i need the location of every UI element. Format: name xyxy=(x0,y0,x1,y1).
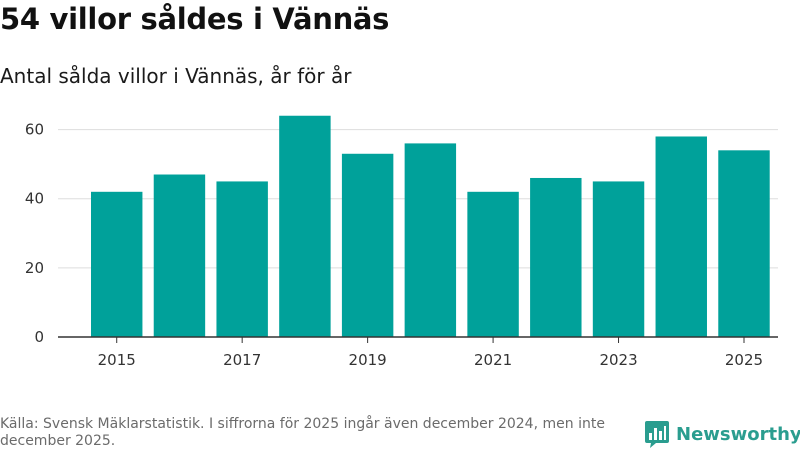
x-tick-label-2021: 2021 xyxy=(474,351,512,369)
x-tick-label-2025: 2025 xyxy=(725,351,763,369)
y-tick-label-0: 0 xyxy=(34,328,44,346)
x-tick-label-2017: 2017 xyxy=(223,351,261,369)
bar-2018 xyxy=(279,115,331,337)
chart-subtitle: Antal sålda villor i Vännäs, år för år xyxy=(0,64,352,88)
bar-2021 xyxy=(467,191,519,337)
bar-2024 xyxy=(655,136,707,337)
brand-logo: Newsworthy xyxy=(644,418,800,450)
y-tick-label-20: 20 xyxy=(25,259,44,277)
bar-2023 xyxy=(592,181,645,337)
chart-title: 54 villor såldes i Vännäs xyxy=(0,2,390,36)
bar-2025 xyxy=(718,150,770,337)
bar-chart-logo-icon xyxy=(645,421,669,448)
bar-2022 xyxy=(530,177,582,337)
bar-2020 xyxy=(404,143,457,337)
x-tick-label-2019: 2019 xyxy=(349,351,387,369)
bar-2019 xyxy=(341,153,394,337)
source-note: Källa: Svensk Mäklarstatistik. I siffror… xyxy=(0,416,605,449)
y-tick-label-40: 40 xyxy=(25,190,44,208)
bar-2017 xyxy=(216,181,268,337)
bar-2016 xyxy=(153,174,206,337)
x-tick-label-2023: 2023 xyxy=(599,351,637,369)
bar-2015 xyxy=(91,191,143,337)
x-tick-label-2015: 2015 xyxy=(98,351,136,369)
brand-name: Newsworthy xyxy=(676,423,800,445)
y-tick-label-60: 60 xyxy=(25,121,44,139)
